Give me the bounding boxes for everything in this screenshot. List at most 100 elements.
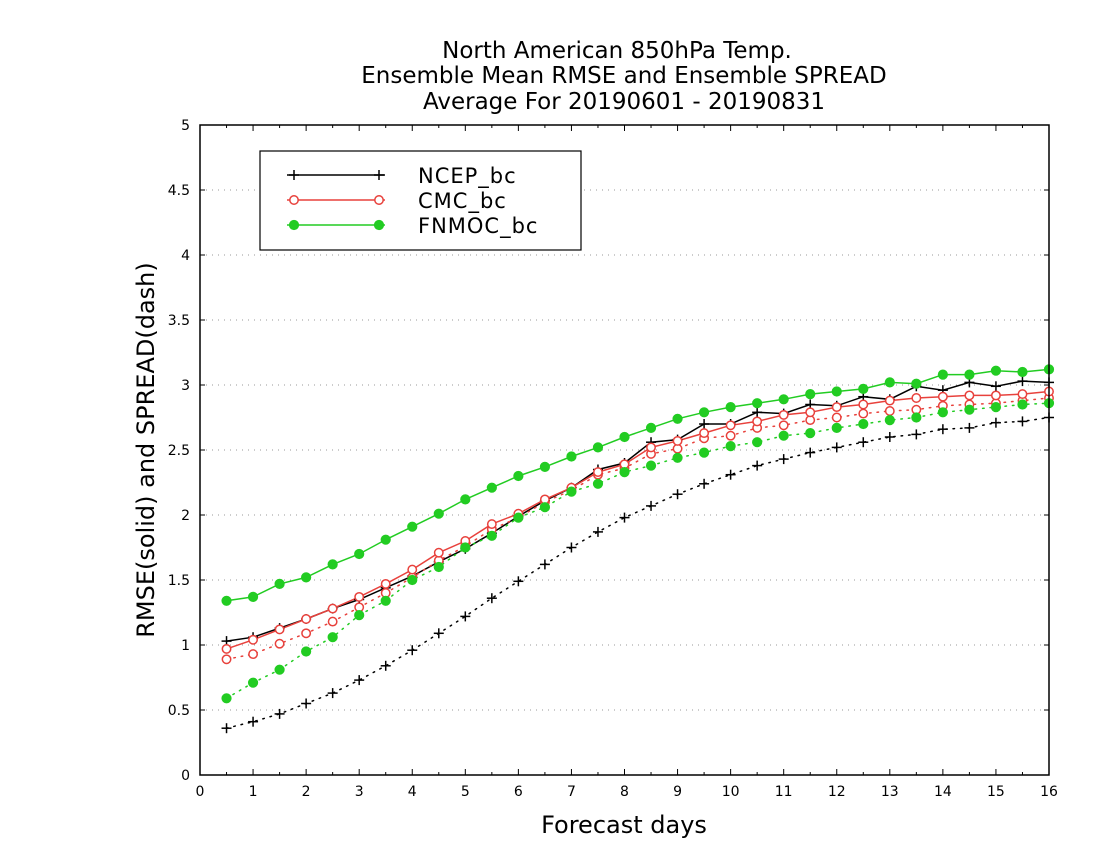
legend-ncep-bc-marker-right	[374, 170, 384, 180]
series-fnmoc-bc-rmse-point	[752, 398, 763, 409]
series-cmc-bc-rmse-point	[486, 519, 497, 530]
y-tick-label: 3.5	[168, 313, 190, 329]
series-cmc-bc-rmse-point	[301, 614, 312, 624]
legend-cmc-bc-marker-right	[374, 195, 384, 205]
x-tick-labels: 0 1 2 3 4 5 6 7 8 9 10 11 12 13 14 15 16	[196, 784, 1058, 800]
series-ncep-bc-spread-point	[858, 437, 869, 448]
x-tick-label: 15	[987, 784, 1005, 800]
series-ncep-bc-spread-point	[672, 489, 683, 500]
series-ncep-bc-spread-point	[301, 698, 312, 709]
series-cmc-bc-spread-point	[831, 412, 842, 423]
series-fnmoc-bc-rmse-point	[911, 378, 922, 389]
series-ncep-bc-spread-point	[964, 422, 975, 433]
series-cmc-bc-rmse-point	[672, 435, 683, 446]
series-cmc-bc-spread-point	[301, 628, 312, 639]
series-cmc-bc-rmse-point	[221, 643, 232, 654]
series-fnmoc-bc-spread-point	[752, 437, 763, 448]
series-fnmoc-bc-spread-point	[327, 632, 338, 643]
series-fnmoc-bc-rmse-point	[990, 365, 1002, 376]
series-cmc-bc-rmse-point	[805, 407, 816, 418]
series-cmc-bc-rmse-point	[699, 428, 710, 439]
y-tick-label: 1	[181, 638, 190, 654]
series-ncep-bc-spread-point	[433, 628, 444, 639]
series-fnmoc-bc-spread-point	[407, 574, 418, 586]
series-fnmoc-bc-spread-point	[221, 693, 232, 704]
series-fnmoc-bc-rmse-point	[805, 389, 816, 400]
series-fnmoc-bc-spread-point	[911, 412, 922, 423]
series-cmc-bc-rmse-point	[725, 420, 736, 431]
series-fnmoc-bc-rmse-point	[539, 461, 551, 472]
series-cmc-bc-rmse-point	[911, 393, 922, 403]
series-cmc-bc-rmse-point	[831, 402, 842, 413]
series-fnmoc-bc-spread-point	[354, 610, 365, 621]
series-fnmoc-bc-spread-point	[592, 478, 604, 489]
series-ncep-bc-rmse-point	[699, 419, 710, 429]
series-fnmoc-bc-spread-point	[805, 428, 816, 439]
legend-fnmoc-bc-marker-right	[373, 219, 385, 231]
y-tick-label: 0.5	[168, 703, 190, 719]
series-cmc-bc-spread-point	[221, 654, 232, 665]
series-ncep-bc-spread-point	[831, 442, 842, 453]
legend-fnmoc-bc-label: FNMOC_bc	[418, 214, 538, 239]
x-tick-label: 1	[249, 784, 258, 800]
series-fnmoc-bc-rmse-line	[226, 368, 1050, 602]
series-ncep-bc-spread-point	[221, 723, 232, 734]
y-tick-label: 1.5	[168, 573, 190, 589]
series-fnmoc-bc-spread-point	[274, 664, 285, 675]
series-cmc-bc-spread-line	[225, 397, 1050, 661]
series-fnmoc-bc-rmse-point	[884, 377, 895, 388]
series-ncep-bc-spread-line	[225, 416, 1050, 729]
series-fnmoc-bc-spread-point	[964, 404, 975, 415]
series-fnmoc-bc-rmse-point	[301, 572, 312, 583]
chart-title-line-1: North American 850hPa Temp.	[442, 38, 792, 64]
x-tick-label: 11	[775, 784, 793, 800]
series-cmc-bc-rmse-point	[858, 399, 869, 410]
series-fnmoc-bc-spread-point	[433, 561, 444, 573]
series-fnmoc-bc-spread-point	[1017, 399, 1028, 410]
series-cmc-bc-rmse-point	[884, 395, 895, 406]
series-ncep-bc-spread-point	[725, 469, 736, 480]
series-fnmoc-bc-spread-point	[672, 452, 683, 463]
series-fnmoc-bc-spread-point	[698, 447, 710, 458]
series-ncep-bc-spread-point	[646, 500, 657, 511]
series-cmc-bc-rmse-point	[380, 578, 391, 589]
series-fnmoc-bc-spread-point	[380, 595, 391, 606]
series-cmc-bc-rmse-point	[274, 624, 285, 635]
series-fnmoc-bc-spread-line	[225, 402, 1050, 700]
y-tick-label: 3	[181, 378, 190, 394]
series-ncep-bc-spread-point	[407, 645, 418, 656]
series-ncep-bc-spread-point	[592, 526, 603, 537]
legend-ncep-bc-marker-left	[289, 170, 299, 180]
series-fnmoc-bc-rmse-point	[407, 521, 418, 532]
series-fnmoc-bc-spread-point	[460, 542, 471, 553]
series-fnmoc-bc-rmse-point	[1017, 366, 1028, 378]
series-fnmoc-bc-rmse-point	[964, 369, 975, 380]
series-cmc-bc-rmse-point	[407, 564, 418, 575]
series-fnmoc-bc-spread-point	[858, 418, 869, 430]
series-fnmoc-bc-rmse-point	[698, 407, 710, 418]
series-fnmoc-bc-rmse-point	[460, 494, 471, 505]
chart-title: North American 850hPa Temp. Ensemble Mea…	[361, 38, 886, 115]
series-ncep-bc-spread-point	[884, 432, 895, 442]
series-cmc-bc-rmse-point	[1017, 389, 1028, 400]
series-fnmoc-bc-spread-point	[247, 677, 259, 688]
series-ncep-bc-spread-point	[513, 576, 524, 587]
x-tick-label: 16	[1040, 784, 1058, 800]
series-ncep-bc-spread-point	[699, 478, 710, 489]
y-tick-label: 4.5	[168, 183, 190, 199]
series-ncep-bc-spread-point	[752, 460, 763, 471]
series-fnmoc-bc-rmse-point	[433, 508, 444, 519]
x-tick-label: 13	[881, 784, 899, 800]
legend-cmc-bc-marker-left	[289, 195, 299, 205]
y-tick-label: 2.5	[168, 443, 190, 459]
series-fnmoc-bc-spread-point	[884, 415, 895, 426]
legend-fnmoc-bc-marker-left	[288, 219, 300, 231]
series-cmc-bc-rmse-point	[646, 442, 656, 453]
series-fnmoc-bc-rmse-point	[619, 431, 630, 443]
series-ncep-bc-spread-point	[1017, 416, 1028, 427]
x-tick-label: 6	[514, 784, 523, 800]
series-ncep-bc-spread-point	[248, 716, 259, 727]
series-fnmoc-bc-spread-point	[778, 430, 789, 441]
series-fnmoc-bc-rmse-point	[592, 442, 604, 453]
